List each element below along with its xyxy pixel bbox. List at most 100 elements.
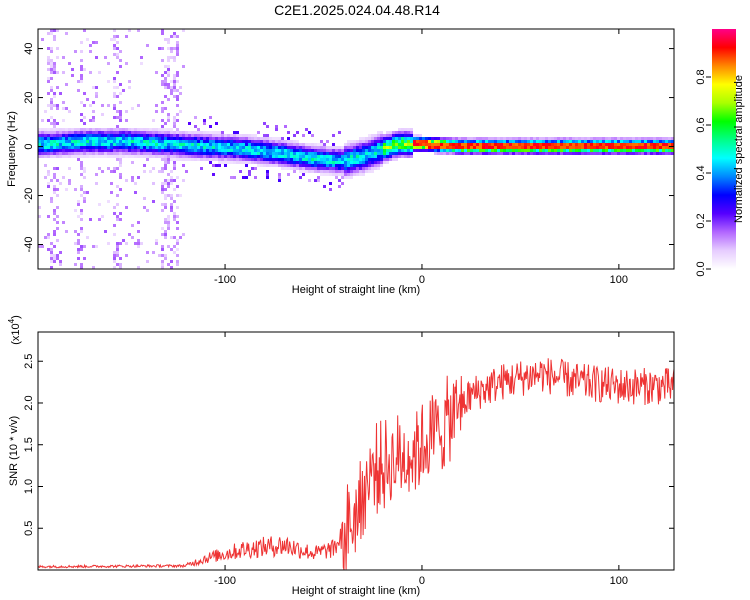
heatmap-cell (116, 251, 119, 254)
heatmap-cell (443, 152, 446, 155)
heatmap-cell (434, 140, 437, 143)
heatmap-cell (614, 146, 617, 149)
heatmap-cell (329, 155, 332, 158)
heatmap-cell (140, 152, 143, 155)
heatmap-cell (185, 155, 188, 158)
heatmap-cell (590, 137, 593, 140)
heatmap-cell (167, 83, 170, 86)
heatmap-cell (119, 143, 122, 146)
heatmap-cell (38, 206, 41, 209)
heatmap-cell (83, 245, 86, 248)
heatmap-cell (116, 263, 119, 266)
heatmap-cell (266, 137, 269, 140)
heatmap-cell (92, 137, 95, 140)
heatmap-cell (104, 152, 107, 155)
heatmap-cell (131, 146, 134, 149)
heatmap-cell (329, 161, 332, 164)
heatmap-cell (230, 146, 233, 149)
heatmap-cell (305, 146, 308, 149)
heatmap-cell (158, 143, 161, 146)
heatmap-cell (251, 152, 254, 155)
heatmap-cell (86, 152, 89, 155)
heatmap-cell (245, 176, 248, 179)
heatmap-cell (152, 200, 155, 203)
heatmap-cell (158, 134, 161, 137)
heatmap-cell (83, 122, 86, 125)
heatmap-cell (386, 149, 389, 152)
heatmap-cell (170, 248, 173, 251)
heatmap-cell (164, 149, 167, 152)
heatmap-cell (95, 182, 98, 185)
heatmap-cell (263, 122, 266, 125)
heatmap-cell (227, 155, 230, 158)
heatmap-cell (101, 152, 104, 155)
heatmap-cell (140, 134, 143, 137)
heatmap-cell (638, 146, 641, 149)
heatmap-cell (230, 140, 233, 143)
heatmap-cell (656, 146, 659, 149)
heatmap-cell (284, 161, 287, 164)
heatmap-cell (338, 164, 341, 167)
heatmap-cell (116, 194, 119, 197)
heatmap-cell (119, 137, 122, 140)
heatmap-cell (65, 32, 68, 35)
heatmap-cell (599, 140, 602, 143)
heatmap-cell (359, 161, 362, 164)
heatmap-cell (194, 146, 197, 149)
heatmap-cell (80, 185, 83, 188)
heatmap-cell (323, 158, 326, 161)
heatmap-cell (59, 134, 62, 137)
heatmap-cell (614, 137, 617, 140)
heatmap-cell (62, 176, 65, 179)
heatmap-cell (170, 155, 173, 158)
heatmap-cell (305, 170, 308, 173)
heatmap-cell (365, 158, 368, 161)
heatmap-cell (398, 137, 401, 140)
heatmap-cell (80, 74, 83, 77)
heatmap-cell (38, 146, 41, 149)
heatmap-cell (635, 146, 638, 149)
heatmap-cell (581, 140, 584, 143)
heatmap-cell (182, 140, 185, 143)
heatmap-cell (551, 140, 554, 143)
heatmap-cell (158, 146, 161, 149)
heatmap-cell (146, 44, 149, 47)
heatmap-cell (464, 146, 467, 149)
heatmap-cell (203, 152, 206, 155)
heatmap-cell (47, 62, 50, 65)
heatmap-cell (131, 179, 134, 182)
heatmap-cell (359, 173, 362, 176)
heatmap-cell (170, 179, 173, 182)
heatmap-cell (50, 179, 53, 182)
heatmap-cell (332, 167, 335, 170)
heatmap-cell (611, 137, 614, 140)
heatmap-cell (350, 155, 353, 158)
heatmap-cell (65, 230, 68, 233)
heatmap-cell (374, 152, 377, 155)
heatmap-cell (281, 149, 284, 152)
heatmap-cell (110, 140, 113, 143)
heatmap-cell (362, 167, 365, 170)
heatmap-cell (317, 161, 320, 164)
heatmap-cell (269, 140, 272, 143)
heatmap-cell (398, 140, 401, 143)
heatmap-cell (173, 218, 176, 221)
heatmap-cell (236, 161, 239, 164)
heatmap-cell (320, 152, 323, 155)
heatmap-cell (119, 119, 122, 122)
heatmap-cell (311, 155, 314, 158)
heatmap-cell (56, 206, 59, 209)
heatmap-cell (626, 137, 629, 140)
heatmap-cell (50, 107, 53, 110)
heatmap-cell (671, 152, 674, 155)
heatmap-cell (182, 164, 185, 167)
heatmap-cell (413, 134, 416, 137)
heatmap-cell (173, 116, 176, 119)
heatmap-cell (128, 86, 131, 89)
heatmap-cell (41, 146, 44, 149)
heatmap-cell (377, 161, 380, 164)
heatmap-cell (308, 146, 311, 149)
heatmap-cell (356, 140, 359, 143)
heatmap-cell (641, 137, 644, 140)
heatmap-cell (275, 128, 278, 131)
